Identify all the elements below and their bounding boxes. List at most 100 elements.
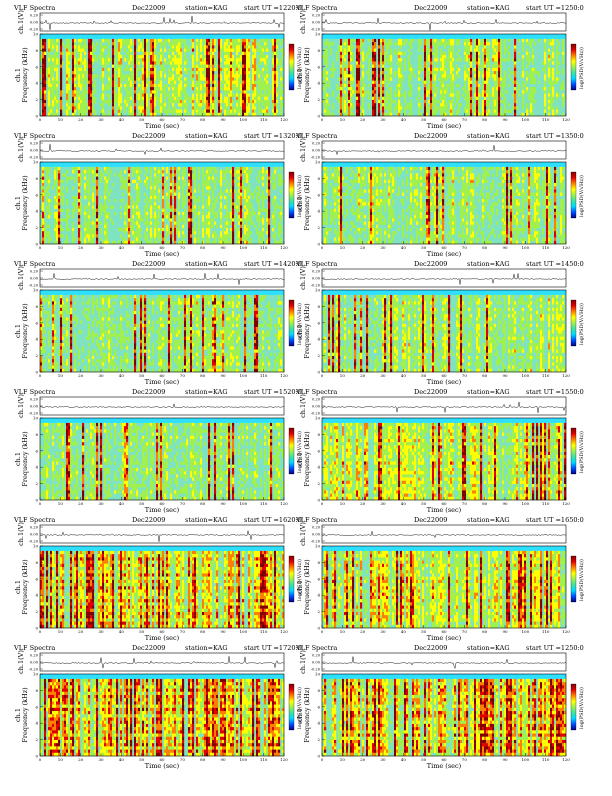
spectrogram-cell [496,90,498,93]
spectrogram-cell [410,103,412,106]
spectrogram-cell [146,100,148,103]
spectrogram-cell [528,42,530,45]
spectrogram-cell [340,100,342,103]
spectrogram-cell [266,74,268,77]
spectrogram-cell [132,202,134,205]
spectrogram-cell [396,87,398,90]
spectrogram-cell [86,183,88,186]
spectrogram-cell [408,84,410,87]
spectrogram-cell [280,61,282,64]
spectrogram-cell [150,52,152,55]
spectrogram-cell [498,113,500,116]
spectrogram-cell [128,196,130,199]
spectrogram-cell [452,68,454,71]
spectrogram-cell [168,189,170,192]
spectrogram-cell [254,65,256,68]
spectrogram-cell [344,52,346,55]
spectrogram-cell [100,42,102,45]
spectrogram-cell [174,45,176,48]
spectrogram-cell [142,218,144,221]
spectrogram-cell [146,238,148,241]
spectrogram-cell [212,110,214,113]
spectrogram-cell [430,52,432,55]
spectrogram-cell [410,39,412,42]
spectrogram-cell [552,94,554,97]
spectrogram-cell [164,71,166,74]
spectrogram-cell [254,84,256,87]
trace-tick-label: 0.00 [312,21,321,25]
spectrogram-cell [470,94,472,97]
spectrogram-cell [142,84,144,87]
spectrogram-cell [272,58,274,61]
spectrogram-cell [544,103,546,106]
spectrogram-cell [494,106,496,109]
spectrogram-cell [174,189,176,192]
spectrogram-cell [256,97,258,100]
spectrogram-cell [220,52,222,55]
spectrogram-cell [434,74,436,77]
spectrogram-cell [470,97,472,100]
spectrogram-cell [126,65,128,68]
spectrogram-cell [120,55,122,58]
spectrogram-cell [248,81,250,84]
spectrogram-cell [202,71,204,74]
spectrogram-cell [204,71,206,74]
spectrogram-cell [500,65,502,68]
spectrogram-cell [444,65,446,68]
spectrogram-cell [252,90,254,93]
spectrogram-cell [216,84,218,87]
spectrogram-cell [384,39,386,42]
spectrogram-cell [184,87,186,90]
spectrogram-cell [90,97,92,100]
spectrogram-cell [160,97,162,100]
spectrogram-cell [390,100,392,103]
spectrogram-cell [488,52,490,55]
spectrogram-cell [68,215,70,218]
spectrogram-cell [400,110,402,113]
spectrogram-cell [440,58,442,61]
spectrogram-cell [408,58,410,61]
spectrogram-cell [188,189,190,192]
spectrogram-cell [198,42,200,45]
spectrogram-cell [532,87,534,90]
spectrogram-cell [162,90,164,93]
spectrogram-cell [202,49,204,52]
spectrogram-cell [266,81,268,84]
spectrogram-cell [264,84,266,87]
spectrogram-cell [68,74,70,77]
spectrogram-cell [438,42,440,45]
spectrogram-cell [420,58,422,61]
spectrogram-cell [404,110,406,113]
spectrogram-cell [136,222,138,225]
spectrogram-cell [324,100,326,103]
spectrogram-cell [60,189,62,192]
spectrogram-cell [386,42,388,45]
spectrogram-cell [86,205,88,208]
spectrogram-cell [224,49,226,52]
spectrogram-cell [498,103,500,106]
spectrogram-cell [432,97,434,100]
spectrogram-cell [434,90,436,93]
spectrogram-cell [364,90,366,93]
spectrogram-cell [492,77,494,80]
spectrogram-cell [190,183,192,186]
spectrogram-cell [504,110,506,113]
spectrogram-cell [90,90,92,93]
spectrogram-cell [326,71,328,74]
spectrogram-cell [242,71,244,74]
spectrogram-cell [552,77,554,80]
spectrogram-cell [248,65,250,68]
spectrogram-cell [78,65,80,68]
spectrogram-cell [364,58,366,61]
spectrogram-cell [90,45,92,48]
spectrogram-cell [228,94,230,97]
spectrogram-cell [146,45,148,48]
spectrogram-cell [78,231,80,234]
spectrogram-cell [80,234,82,237]
spectrogram-cell [196,106,198,109]
spectrogram-cell [428,90,430,93]
spectrogram-cell [184,52,186,55]
spectrogram-cell [104,202,106,205]
spectrogram-cell [258,87,260,90]
